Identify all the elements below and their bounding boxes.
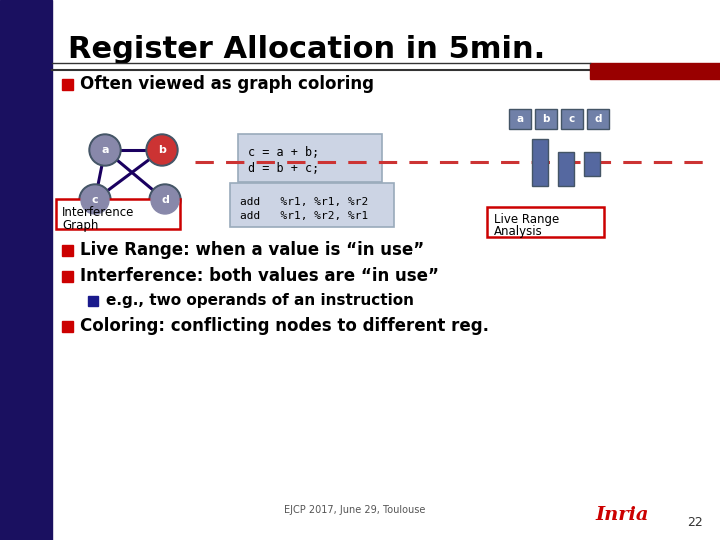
Text: Graph: Graph (62, 219, 99, 232)
FancyBboxPatch shape (532, 139, 548, 186)
Text: b: b (542, 114, 550, 124)
Text: Coloring: conflicting nodes to different reg.: Coloring: conflicting nodes to different… (80, 317, 489, 335)
Text: Inria: Inria (595, 506, 649, 524)
Bar (88, 296, 98, 306)
Text: Live Range: when a value is “in use”: Live Range: when a value is “in use” (80, 241, 424, 259)
Bar (62, 245, 73, 256)
Text: b: b (158, 145, 166, 155)
Circle shape (79, 184, 111, 216)
FancyBboxPatch shape (509, 109, 531, 129)
FancyBboxPatch shape (535, 109, 557, 129)
Bar (62, 79, 73, 90)
Text: a: a (516, 114, 523, 124)
Text: a: a (102, 145, 109, 155)
Bar (590, 63, 720, 79)
FancyBboxPatch shape (487, 207, 604, 237)
Text: Live Range: Live Range (494, 213, 559, 226)
Text: Often viewed as graph coloring: Often viewed as graph coloring (80, 75, 374, 93)
Text: Register Allocation in 5min.: Register Allocation in 5min. (68, 35, 545, 64)
FancyBboxPatch shape (558, 152, 574, 186)
Circle shape (151, 186, 179, 214)
Text: e.g., two operands of an instruction: e.g., two operands of an instruction (106, 294, 414, 308)
FancyBboxPatch shape (561, 109, 583, 129)
Bar (0, 0, 52, 540)
Text: c: c (569, 114, 575, 124)
Text: Interference: both values are “in use”: Interference: both values are “in use” (80, 267, 439, 285)
Circle shape (89, 134, 121, 166)
Text: Interference: Interference (62, 206, 135, 219)
Circle shape (149, 184, 181, 216)
FancyBboxPatch shape (587, 109, 609, 129)
FancyBboxPatch shape (56, 199, 180, 229)
Circle shape (81, 186, 109, 214)
Text: EJCP 2017, June 29, Toulouse: EJCP 2017, June 29, Toulouse (284, 505, 426, 515)
Text: c: c (91, 195, 99, 205)
Text: add   %r1, %r1, %r2: add %r1, %r1, %r2 (240, 197, 368, 207)
Text: d: d (161, 195, 169, 205)
Text: d: d (594, 114, 602, 124)
Text: Analysis: Analysis (494, 226, 543, 239)
Text: 22: 22 (688, 516, 703, 529)
Circle shape (146, 134, 178, 166)
Text: add   %r1, %r2, %r1: add %r1, %r2, %r1 (240, 211, 368, 221)
Bar (62, 321, 73, 332)
Circle shape (91, 136, 119, 164)
Text: d = b + c;: d = b + c; (248, 161, 319, 174)
Text: c = a + b;: c = a + b; (248, 145, 319, 159)
FancyBboxPatch shape (584, 152, 600, 176)
Bar (62, 271, 73, 282)
Circle shape (148, 136, 176, 164)
FancyBboxPatch shape (230, 183, 394, 227)
FancyBboxPatch shape (238, 134, 382, 182)
